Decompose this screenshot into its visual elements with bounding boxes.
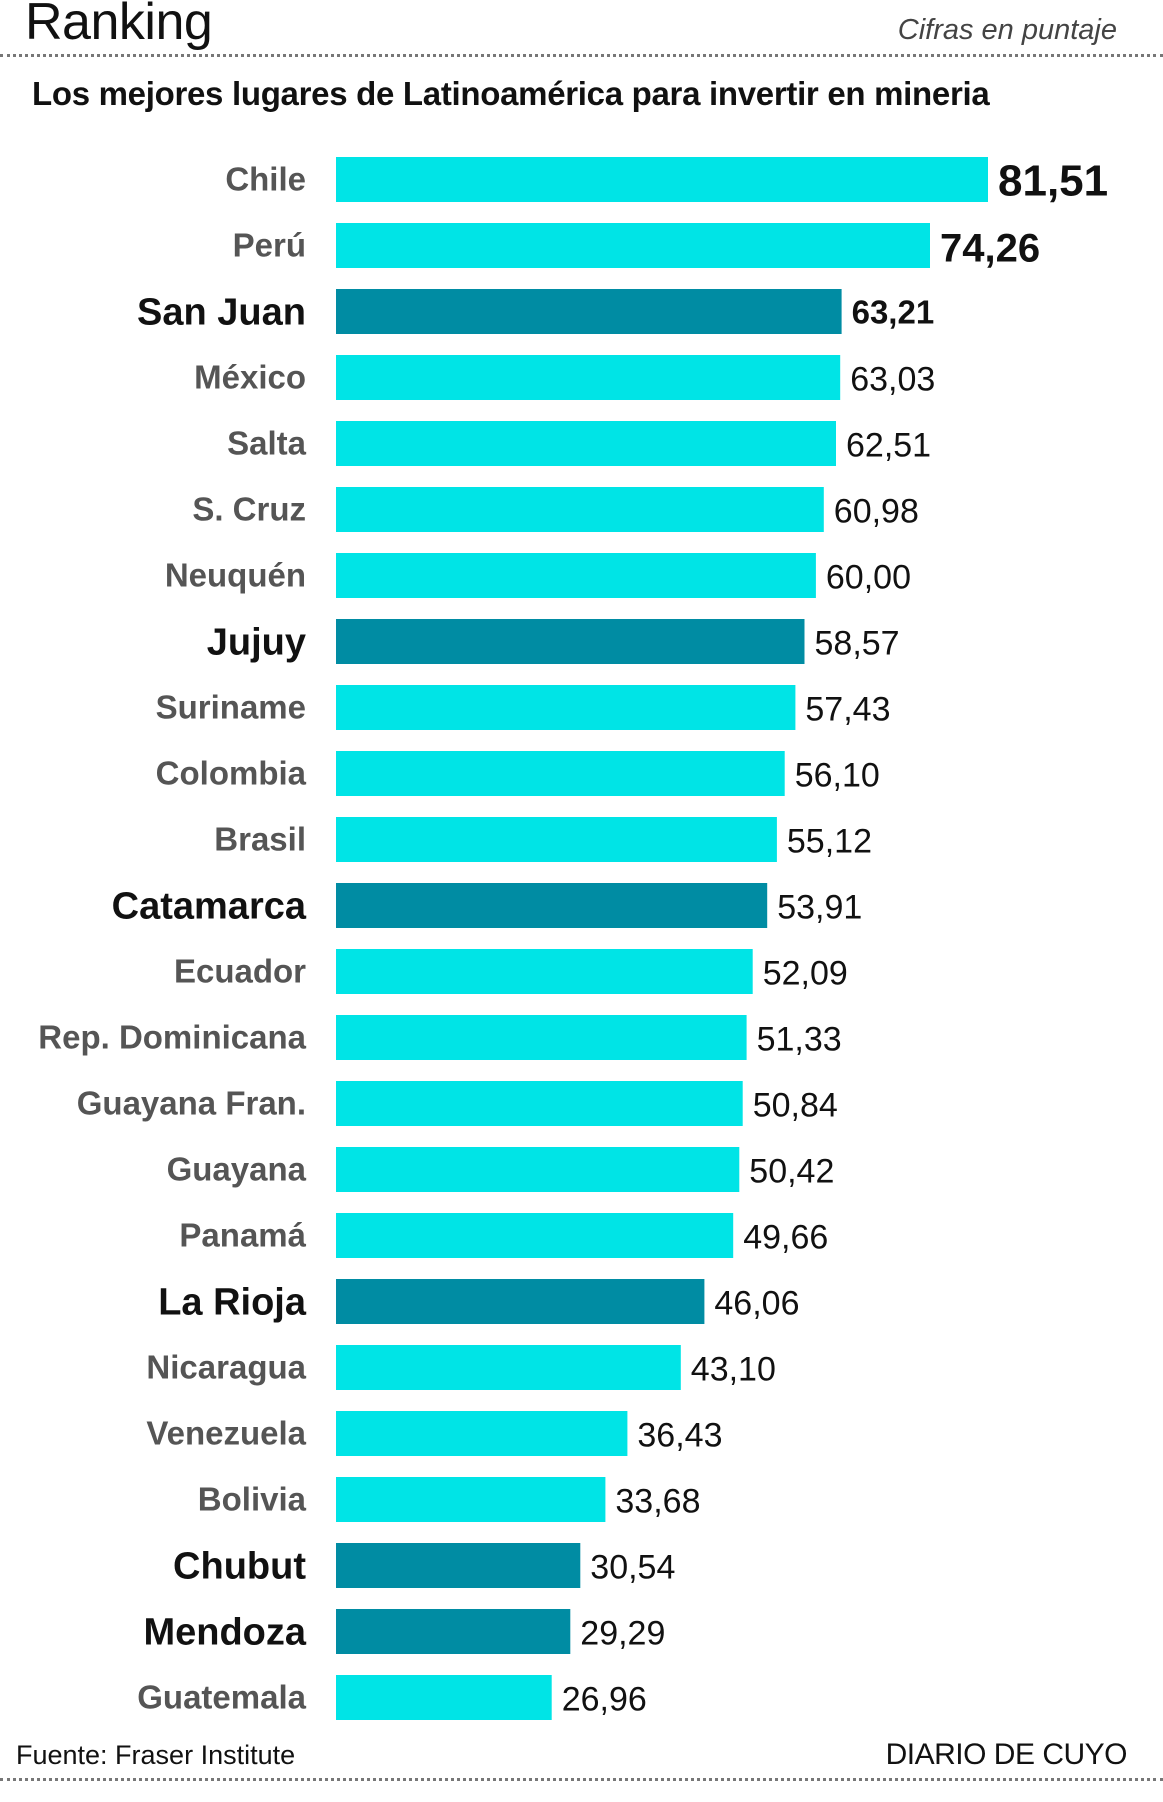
value-label: 62,51 — [846, 427, 931, 465]
value-label: 29,29 — [580, 1615, 665, 1653]
value-label: 74,26 — [940, 227, 1040, 271]
value-label: 49,66 — [743, 1219, 828, 1257]
bar-mendoza — [336, 1609, 571, 1654]
brand-name: DIARIO DE CUYO — [885, 1738, 1128, 1771]
category-label: Panamá — [179, 1217, 306, 1254]
value-label: 60,00 — [826, 559, 911, 597]
bar-la-rioja — [336, 1279, 705, 1324]
bar-jujuy — [336, 619, 805, 664]
category-label: Jujuy — [207, 622, 306, 664]
category-label: Guayana — [167, 1151, 307, 1188]
bar-rep-dominicana — [336, 1015, 747, 1060]
value-label: 57,43 — [805, 691, 890, 729]
bar-brasil — [336, 817, 777, 862]
category-label: Perú — [233, 227, 306, 264]
bar-guayana — [336, 1147, 740, 1192]
category-label: Mendoza — [143, 1612, 306, 1654]
value-label: 36,43 — [637, 1417, 722, 1455]
value-label: 30,54 — [590, 1549, 675, 1587]
bar-guatemala — [336, 1675, 552, 1720]
category-label: La Rioja — [158, 1282, 307, 1324]
bar-m-xico — [336, 355, 841, 400]
category-label: S. Cruz — [192, 491, 306, 528]
bar-bolivia — [336, 1477, 606, 1522]
category-label: Guatemala — [137, 1679, 306, 1716]
value-label: 63,03 — [850, 361, 935, 399]
category-label: Bolivia — [198, 1481, 307, 1518]
value-label: 51,33 — [757, 1021, 842, 1059]
top-dotted-rule — [0, 54, 1163, 57]
bar-chile — [336, 157, 988, 202]
value-label: 50,84 — [753, 1087, 838, 1125]
bar-s-cruz — [336, 487, 824, 532]
value-label: 52,09 — [763, 955, 848, 993]
category-label: México — [194, 359, 306, 396]
bar-suriname — [336, 685, 796, 730]
bar-san-juan — [336, 289, 842, 334]
bar-catamarca — [336, 883, 768, 928]
value-label: 60,98 — [834, 493, 919, 531]
chart-subtitle: Los mejores lugares de Latinoamérica par… — [32, 75, 990, 112]
category-label: Nicaragua — [146, 1349, 306, 1386]
category-label: Chubut — [173, 1546, 306, 1588]
category-label: Ecuador — [174, 953, 306, 990]
value-label: 33,68 — [615, 1483, 700, 1521]
bar-neuqu-n — [336, 553, 816, 598]
bar-venezuela — [336, 1411, 628, 1456]
units-note: Cifras en puntaje — [897, 14, 1117, 46]
value-label: 56,10 — [795, 757, 880, 795]
category-label: Salta — [227, 425, 307, 462]
category-label: Guayana Fran. — [77, 1085, 306, 1122]
value-label: 53,91 — [777, 889, 862, 927]
bar-salta — [336, 421, 836, 466]
value-label: 58,57 — [815, 625, 900, 663]
value-label: 55,12 — [787, 823, 872, 861]
category-label: Neuquén — [165, 557, 306, 594]
value-label: 50,42 — [749, 1153, 834, 1191]
bar-chubut — [336, 1543, 581, 1588]
bar-panam- — [336, 1213, 734, 1258]
chart-title: Ranking — [25, 0, 213, 51]
bar-guayana-fran- — [336, 1081, 743, 1126]
category-label: Brasil — [214, 821, 306, 858]
category-label: Venezuela — [146, 1415, 306, 1452]
category-label: Chile — [225, 161, 306, 198]
value-label: 43,10 — [691, 1351, 776, 1389]
value-label: 81,51 — [998, 157, 1108, 206]
bar-per- — [336, 223, 930, 268]
bar-nicaragua — [336, 1345, 681, 1390]
category-label: Suriname — [156, 689, 306, 726]
category-label: Rep. Dominicana — [38, 1019, 306, 1056]
category-label: Colombia — [156, 755, 307, 792]
bar-ecuador — [336, 949, 753, 994]
value-label: 63,21 — [852, 294, 935, 331]
bottom-dotted-rule — [0, 1778, 1163, 1781]
value-label: 26,96 — [562, 1681, 647, 1719]
bar-colombia — [336, 751, 785, 796]
category-label: San Juan — [137, 292, 306, 334]
value-label: 46,06 — [714, 1285, 799, 1323]
source-note: Fuente: Fraser Institute — [16, 1740, 296, 1770]
category-label: Catamarca — [112, 886, 307, 928]
